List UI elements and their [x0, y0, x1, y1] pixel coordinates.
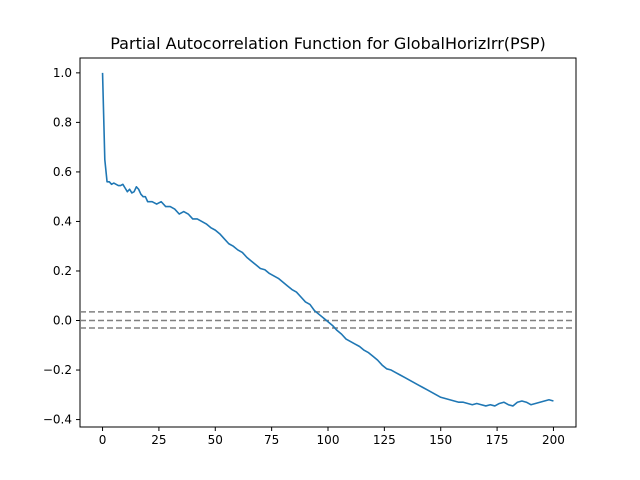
y-tick-label: 0.8	[53, 115, 72, 129]
x-tick-label: 175	[486, 433, 509, 447]
chart-title: Partial Autocorrelation Function for Glo…	[110, 34, 546, 53]
y-tick-label: −0.2	[43, 363, 72, 377]
x-tick-label: 150	[429, 433, 452, 447]
x-tick-label: 0	[99, 433, 107, 447]
x-tick-label: 125	[373, 433, 396, 447]
plot-area	[79, 57, 577, 428]
y-tick-label: 0.4	[53, 214, 72, 228]
x-tick-label: 25	[151, 433, 166, 447]
y-axis: −0.4 −0.2 0.0 0.2 0.4 0.6 0.8 1.0	[43, 66, 80, 427]
y-tick-label: 0.0	[53, 314, 72, 328]
y-tick-label: 0.2	[53, 264, 72, 278]
y-tick-label: 1.0	[53, 66, 72, 80]
x-axis: 0 25 50 75 100 125 150 175 200	[99, 427, 565, 447]
x-tick-label: 100	[317, 433, 340, 447]
confidence-band-lines	[80, 311, 576, 329]
x-tick-label: 50	[208, 433, 223, 447]
axes-frame	[79, 57, 577, 428]
y-tick-label: 0.6	[53, 165, 72, 179]
x-tick-label: 75	[264, 433, 279, 447]
y-tick-label: −0.4	[43, 413, 72, 427]
series-line-0	[101, 72, 554, 407]
x-tick-label: 200	[542, 433, 565, 447]
series-layer	[101, 72, 554, 407]
